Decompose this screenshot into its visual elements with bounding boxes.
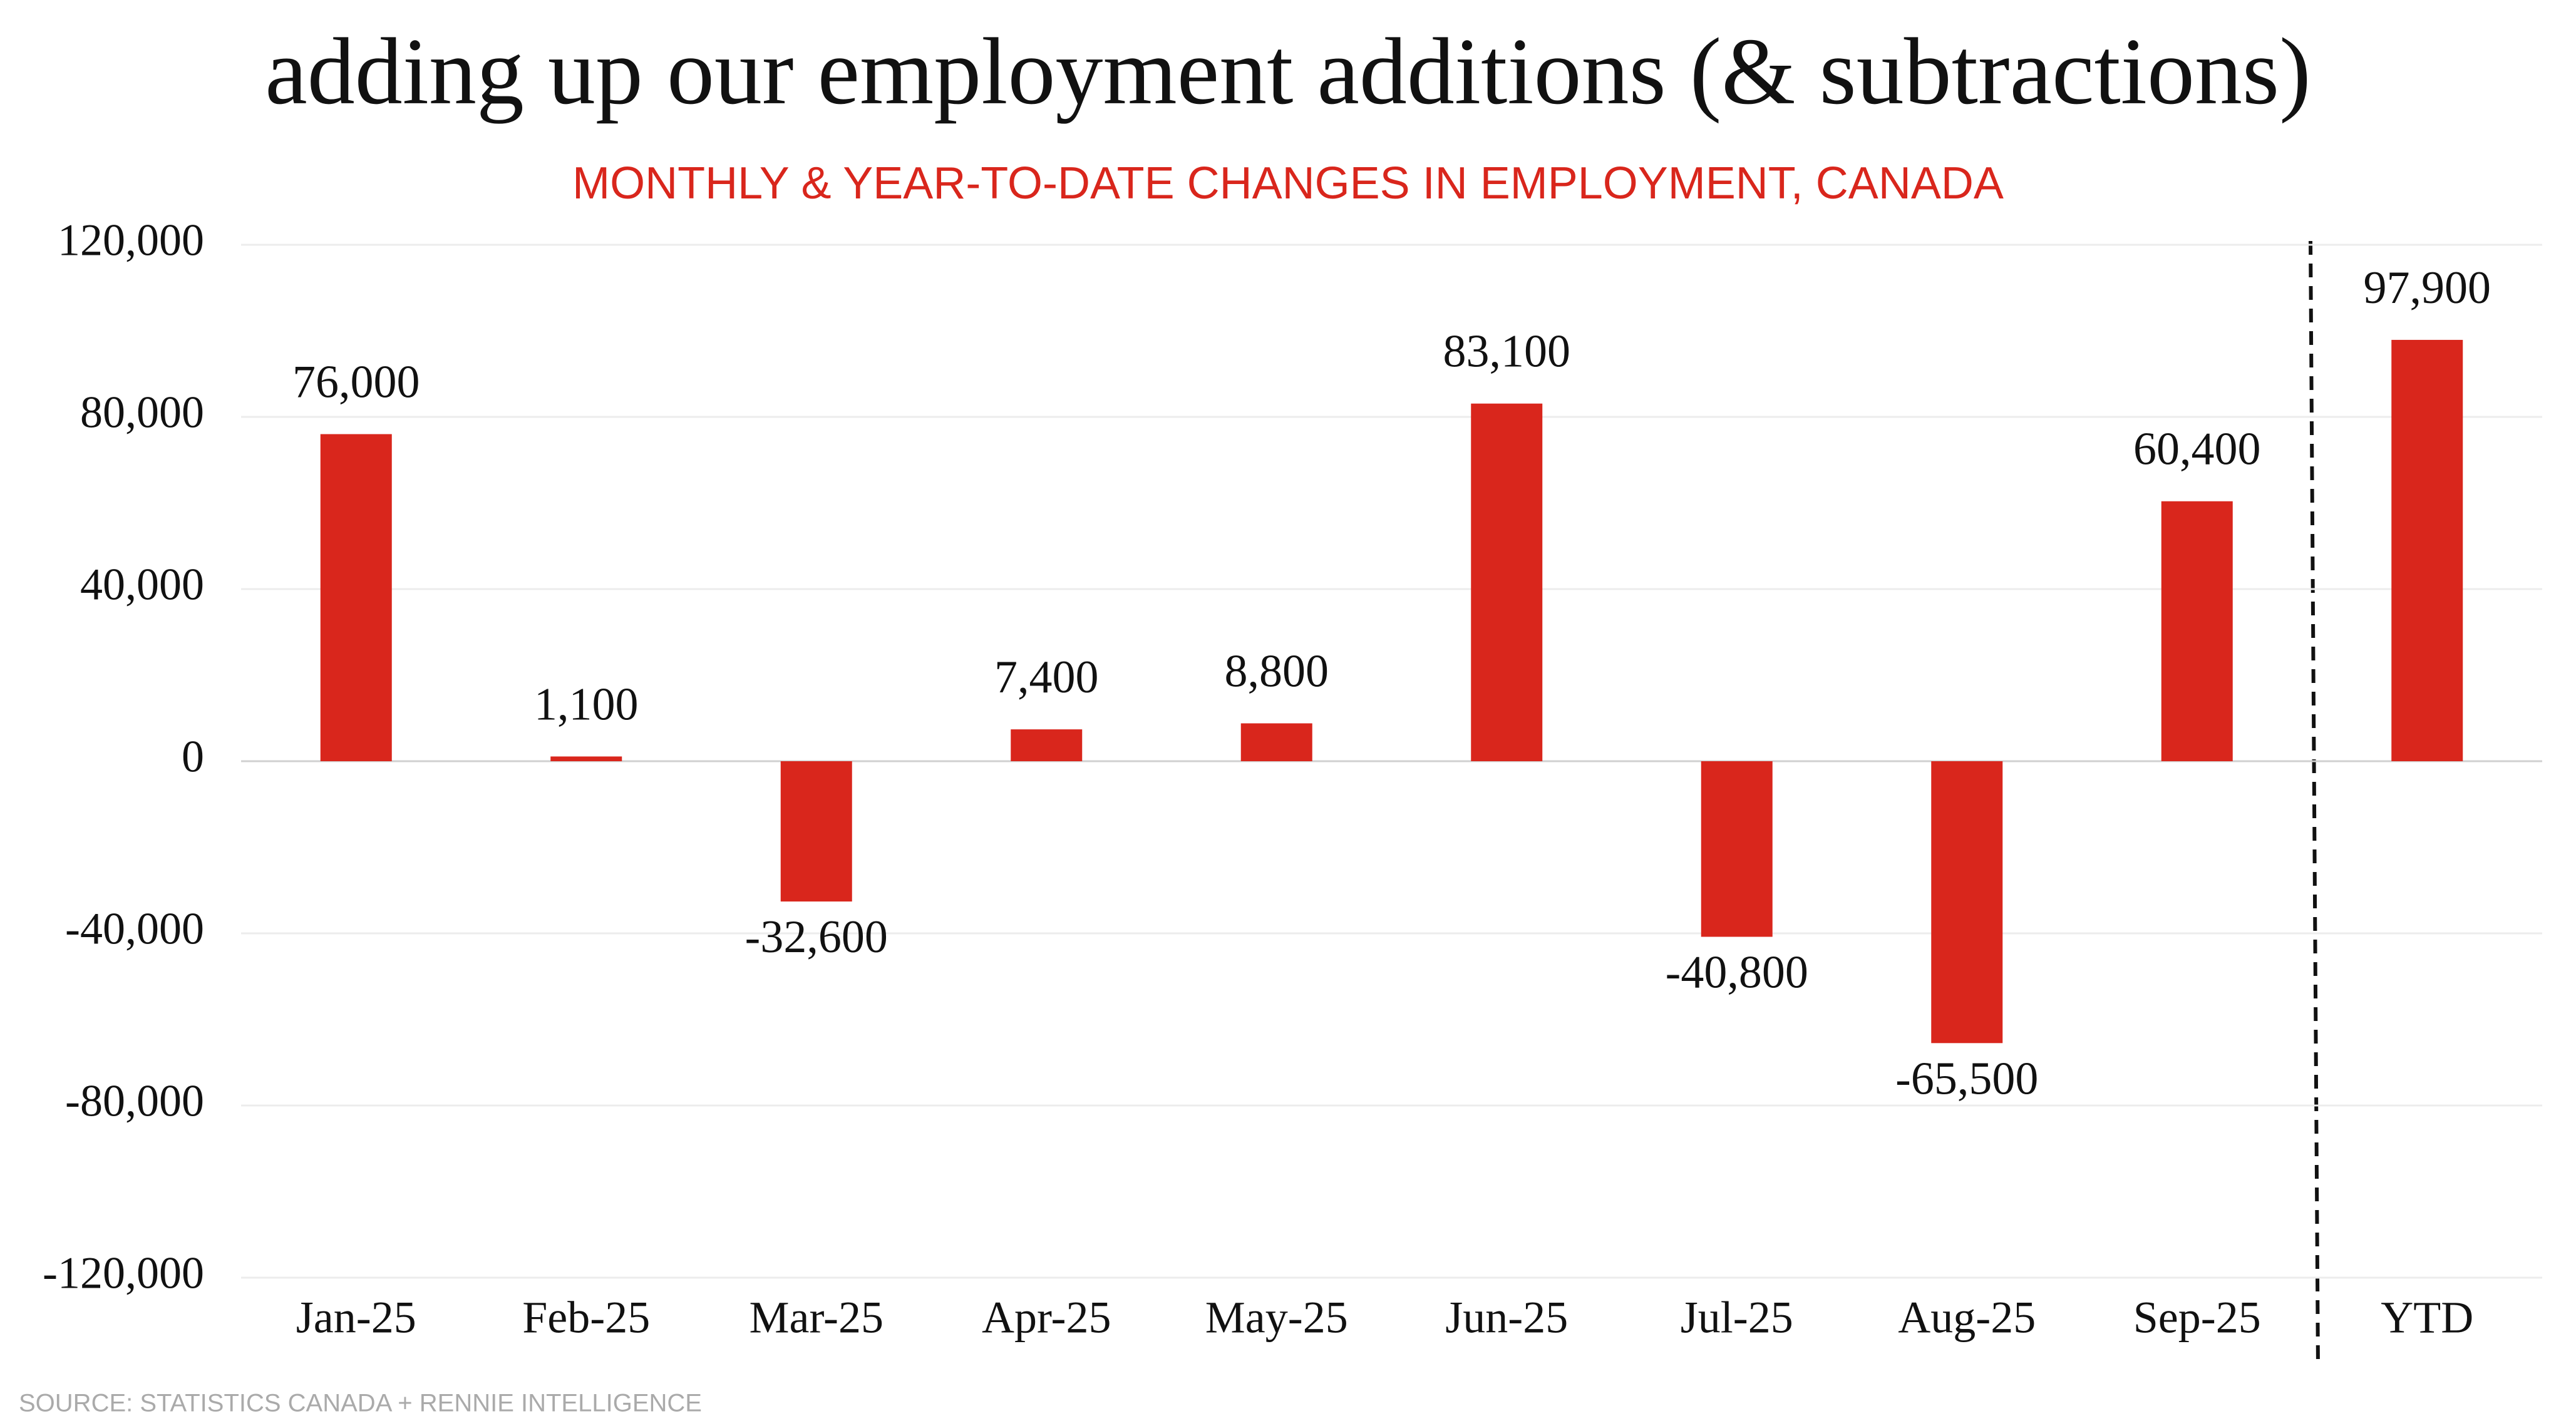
- y-tick-label: 40,000: [80, 560, 204, 610]
- x-tick-label: Feb-25: [522, 1293, 650, 1343]
- x-tick-label: Sep-25: [2133, 1293, 2261, 1343]
- y-tick-label: 0: [182, 732, 204, 782]
- bar: [1240, 723, 1312, 761]
- chart-title: adding up our employment additions (& su…: [265, 19, 2311, 124]
- value-label: 1,100: [534, 679, 639, 730]
- value-label: 60,400: [2133, 424, 2261, 475]
- bar: [1931, 761, 2003, 1044]
- bar: [2391, 339, 2463, 761]
- value-label: 83,100: [1443, 326, 1571, 377]
- value-label: 76,000: [292, 356, 420, 408]
- bar: [1011, 729, 1083, 761]
- source-note: SOURCE: STATISTICS CANADA + RENNIE INTEL…: [19, 1390, 702, 1416]
- y-tick-label: -40,000: [65, 904, 204, 954]
- x-tick-label: Jul-25: [1681, 1293, 1793, 1343]
- x-tick-label: Jun-25: [1445, 1293, 1568, 1343]
- bar: [550, 756, 622, 761]
- bar: [2161, 501, 2233, 761]
- value-label: 8,800: [1225, 645, 1329, 697]
- x-tick-label: Aug-25: [1898, 1293, 2036, 1343]
- value-label: -40,800: [1666, 947, 1808, 998]
- x-tick-label: May-25: [1205, 1293, 1348, 1343]
- bar: [1701, 761, 1773, 937]
- value-label: 7,400: [994, 652, 1099, 703]
- x-tick-label: YTD: [2381, 1293, 2473, 1343]
- value-label: -65,500: [1895, 1053, 2038, 1104]
- y-tick-label: 120,000: [58, 215, 204, 265]
- x-tick-label: Apr-25: [982, 1293, 1111, 1343]
- bar: [1471, 403, 1543, 761]
- ytd-divider: [2309, 240, 2320, 1368]
- y-tick-label: -80,000: [65, 1076, 204, 1126]
- bar: [780, 761, 852, 902]
- value-label: -32,600: [745, 911, 888, 963]
- value-label: 97,900: [2364, 262, 2491, 314]
- bar: [320, 434, 392, 761]
- y-tick-label: -120,000: [43, 1248, 204, 1298]
- y-tick-label: 80,000: [80, 387, 204, 438]
- chart-subtitle: MONTHLY & YEAR-TO-DATE CHANGES IN EMPLOY…: [572, 158, 2004, 208]
- x-tick-label: Jan-25: [296, 1293, 416, 1343]
- x-tick-label: Mar-25: [750, 1293, 884, 1343]
